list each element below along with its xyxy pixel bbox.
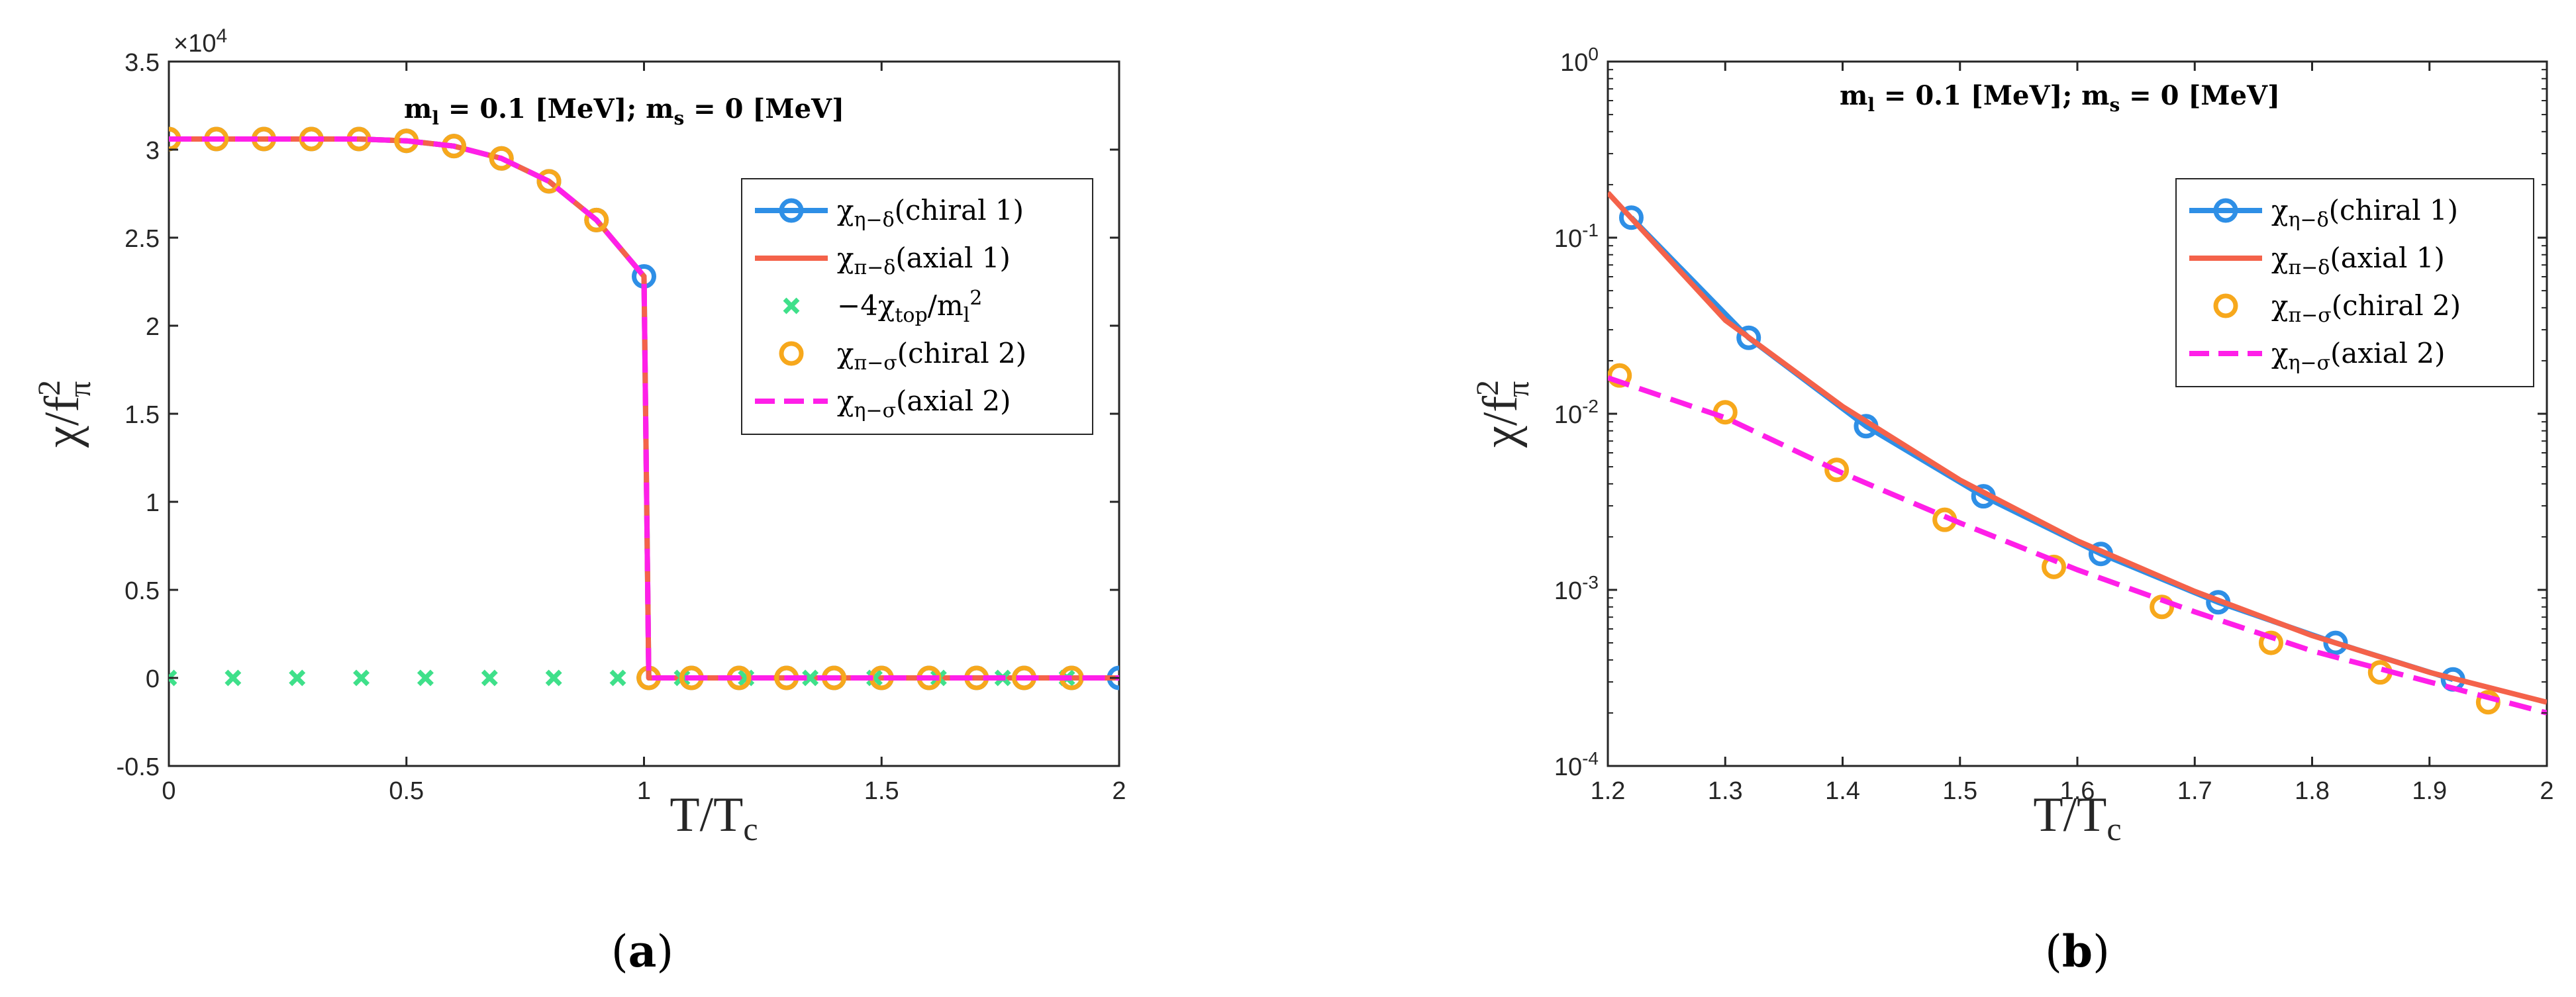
chart-b-ticks: 1.2 1.3 1.4 1.5 1.6 1.7 1.8 1.9 2 10-4 10-3 10-2 10-… <box>1554 44 2554 805</box>
legend-entry-label: χη−δ​(chiral 1) <box>837 194 1024 232</box>
data-point <box>545 669 562 687</box>
chart-b-annotation: ml = 0.1 [MeV]; ms = 0 [MeV] <box>1840 80 2280 116</box>
x-tick-label: 1.8 <box>2295 777 2330 805</box>
chart-a-ylabel: χ/f2π <box>32 380 97 448</box>
series-2 <box>1608 191 2547 705</box>
data-point <box>169 669 177 687</box>
x-tick-label: 1.4 <box>1825 777 1860 805</box>
series-line <box>169 136 1119 681</box>
data-point <box>2258 630 2283 655</box>
y-tick-label: 1 <box>146 489 160 517</box>
legend-swatch-marker <box>779 341 804 366</box>
y-tick-label: 10-3 <box>1554 572 1599 605</box>
data-point <box>584 207 609 232</box>
data-point <box>1824 457 1850 483</box>
data-point <box>1618 205 1644 230</box>
chart-b-series <box>1608 191 2547 716</box>
legend-entry-label: χπ−σ​(chiral 2) <box>837 337 1026 375</box>
legend-entry-label: χπ−δ​(axial 1) <box>2271 242 2445 279</box>
chart-b-ylabel: χ/f2π <box>1470 380 1536 448</box>
x-tick-label: 1.9 <box>2412 777 2447 805</box>
data-point <box>289 669 306 687</box>
y-tick-label: -0.5 <box>117 753 160 781</box>
y-tick-label: 10-4 <box>1554 748 1599 781</box>
x-tick-label: 1.6 <box>2060 777 2095 805</box>
chart-a-legend: χη−δ​(chiral 1) χπ−δ​(axial 1) −4χtop​/ml​… <box>741 178 1093 435</box>
chart-a-ticks: 0 0.5 1 1.5 2-0.500.511.522.533.5 <box>117 49 1126 805</box>
legend-box <box>741 178 1093 435</box>
data-point <box>353 669 370 687</box>
data-point <box>1736 325 1761 350</box>
legend-entry-label: χπ−σ​(chiral 2) <box>2271 289 2461 327</box>
x-tick-label: 2 <box>2540 777 2553 805</box>
chart-b: 1.2 1.3 1.4 1.5 1.6 1.7 1.8 1.9 2 10-4 10-3 10-2 10-… <box>1470 44 2554 977</box>
y-tick-label: 1.5 <box>124 401 160 429</box>
y-tick-label: 0 <box>146 665 160 693</box>
y-tick-label: 10-2 <box>1554 396 1599 429</box>
data-point <box>481 669 498 687</box>
x-tick-label: 0 <box>162 777 175 805</box>
plot-area <box>169 126 1119 690</box>
x-tick-label: 1.5 <box>1942 777 1977 805</box>
legend-swatch-marker <box>783 297 800 314</box>
data-point <box>866 669 883 687</box>
y-tick-label: 2 <box>146 313 160 341</box>
series-4 <box>1608 375 2547 716</box>
panel-a-label: (a) <box>611 926 673 977</box>
data-point <box>1608 363 1632 388</box>
legend-entry-label: χη−σ​(axial 2) <box>2271 337 2446 375</box>
y-tick-label: 0.5 <box>124 577 160 605</box>
x-tick-label: 2 <box>1112 777 1126 805</box>
y-tick-label: 100 <box>1560 44 1599 77</box>
legend-swatch-marker <box>2213 198 2238 223</box>
chart-a-series <box>169 126 1119 690</box>
y-tick-label: 2.5 <box>124 225 160 253</box>
chart-a-xlabel: T/Tc <box>669 788 758 847</box>
chart-a: 0 0.5 1 1.5 2-0.500.511.522.533.5 ×104 ml = … <box>32 25 1126 977</box>
chart-a-exponent-label: ×104 <box>173 25 227 58</box>
legend-entry-label: χη−σ​(axial 2) <box>837 385 1011 422</box>
x-tick-label: 1.3 <box>1708 777 1743 805</box>
y-tick-label: 10-1 <box>1554 220 1599 253</box>
data-point <box>224 669 242 687</box>
data-point <box>738 669 755 687</box>
x-tick-label: 1.7 <box>2177 777 2212 805</box>
series-3 <box>169 669 1075 687</box>
legend-entry-label: χη−δ​(chiral 1) <box>2271 194 2458 232</box>
panel-b-label: (b) <box>2045 926 2110 977</box>
data-point <box>536 169 562 194</box>
chart-b-xlabel: T/Tc <box>2033 788 2121 847</box>
chart-b-axes-frame <box>1607 60 2548 767</box>
legend-swatch-marker <box>779 198 804 223</box>
data-point <box>417 669 434 687</box>
plot-area <box>1608 191 2547 716</box>
chart-b-legend: χη−δ​(chiral 1) χπ−δ​(axial 1) χπ−σ​(chira… <box>2175 178 2534 387</box>
data-point <box>2150 594 2175 620</box>
y-tick-label: 3 <box>146 137 160 165</box>
legend-entry-label: −4χtop​/ml​2​ <box>837 287 982 327</box>
x-tick-label: 1 <box>637 777 651 805</box>
x-tick-label: 1.2 <box>1591 777 1626 805</box>
y-tick-label: 3.5 <box>124 49 160 77</box>
series-3 <box>1608 363 2501 715</box>
legend-entry-label: χπ−δ​(axial 1) <box>837 242 1011 279</box>
data-point <box>609 669 626 687</box>
series-5 <box>169 136 1119 681</box>
series-line <box>1608 191 2547 705</box>
x-tick-label: 1.5 <box>864 777 899 805</box>
legend-swatch-marker <box>2213 293 2238 318</box>
chart-a-annotation: ml = 0.1 [MeV]; ms = 0 [MeV] <box>404 93 844 129</box>
data-point <box>2323 630 2348 655</box>
x-tick-label: 0.5 <box>389 777 424 805</box>
data-point <box>802 669 819 687</box>
series-line <box>1608 375 2547 716</box>
data-point <box>489 146 514 171</box>
data-point <box>2042 554 2067 579</box>
